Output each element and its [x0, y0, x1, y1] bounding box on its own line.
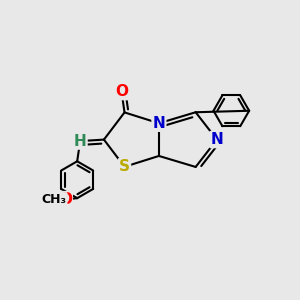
Text: H: H: [74, 134, 86, 148]
Text: N: N: [211, 132, 223, 147]
Text: S: S: [119, 159, 130, 174]
Text: N: N: [152, 116, 165, 131]
Text: O: O: [115, 84, 128, 99]
Text: O: O: [59, 192, 72, 207]
Text: CH₃: CH₃: [41, 193, 67, 206]
